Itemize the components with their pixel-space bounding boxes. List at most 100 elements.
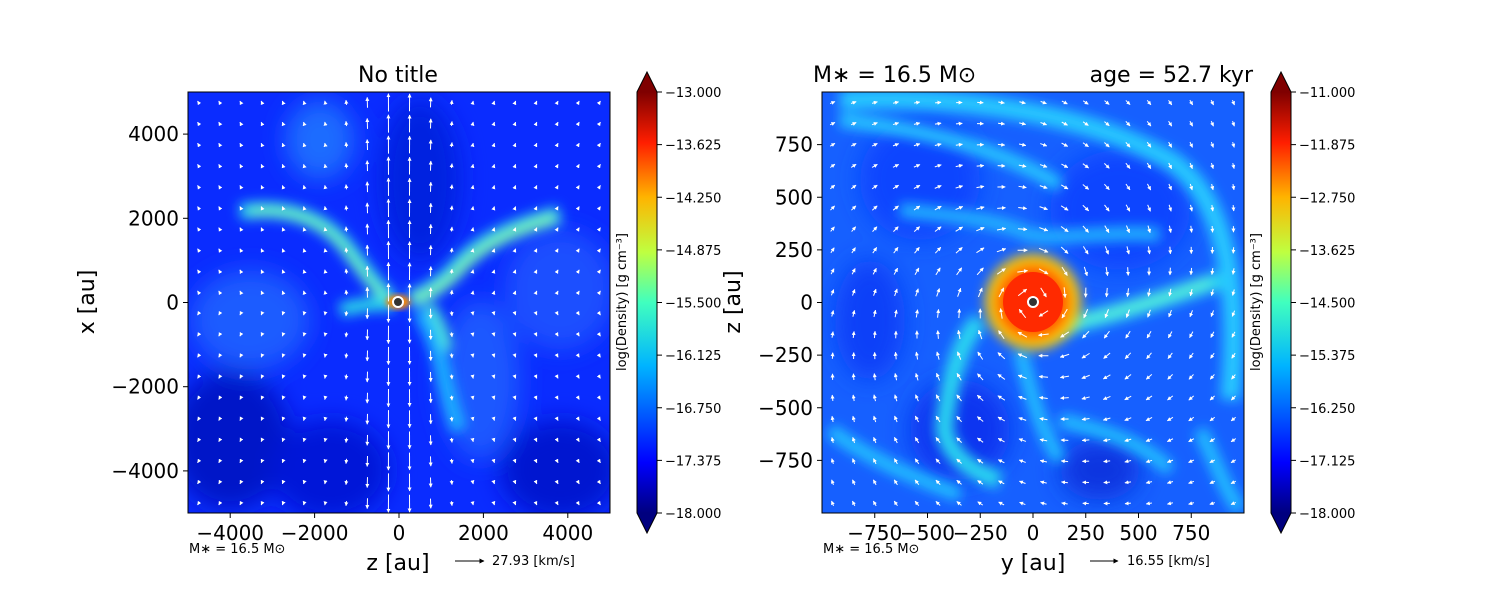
velocity-arrow (533, 206, 538, 211)
velocity-arrow (977, 373, 984, 381)
velocity-arrow (1189, 162, 1193, 170)
velocity-arrow (892, 163, 900, 168)
velocity-arrow (1103, 352, 1111, 359)
right-y-axis-label: z [au] (721, 270, 746, 333)
velocity-arrow (260, 500, 265, 506)
velocity-arrow (491, 163, 496, 169)
velocity-arrow (997, 437, 1005, 443)
velocity-arrow (533, 458, 538, 464)
right-x-axis-label: y [au] (1001, 551, 1066, 576)
velocity-arrow (1146, 99, 1152, 106)
velocity-arrow (239, 100, 244, 106)
velocity-arrow (533, 374, 538, 379)
velocity-arrow (830, 394, 835, 401)
velocity-arrow (302, 353, 307, 358)
velocity-arrow (1188, 501, 1195, 506)
velocity-arrow (554, 227, 559, 232)
velocity-arrow (830, 247, 835, 254)
right-colorbar-tick-label: −18.000 (1299, 507, 1355, 522)
velocity-arrow (852, 458, 856, 465)
velocity-arrow (344, 247, 349, 253)
velocity-arrow (575, 500, 580, 506)
velocity-arrow (1125, 288, 1130, 298)
velocity-arrow (260, 185, 265, 190)
velocity-arrow (575, 206, 580, 211)
velocity-arrow (281, 227, 286, 232)
velocity-arrow (197, 416, 202, 421)
velocity-arrow (491, 416, 496, 421)
velocity-arrow (323, 163, 328, 169)
velocity-arrow (323, 248, 328, 253)
velocity-arrow (892, 121, 900, 126)
velocity-arrow (239, 332, 244, 337)
velocity-arrow (997, 206, 1006, 210)
right-colorbar-extend-min (1271, 513, 1291, 533)
velocity-arrow (554, 458, 559, 464)
velocity-arrow (491, 500, 496, 506)
velocity-arrow (239, 479, 244, 485)
velocity-arrow (512, 269, 517, 274)
velocity-arrow (956, 267, 963, 276)
left-colorbar (636, 70, 658, 535)
velocity-arrow (1081, 417, 1090, 422)
velocity-arrow (998, 287, 1005, 298)
velocity-arrow (197, 332, 202, 337)
velocity-arrow (957, 287, 962, 297)
velocity-arrow (1038, 395, 1048, 400)
velocity-arrow (218, 458, 223, 464)
velocity-arrow (1168, 120, 1173, 127)
velocity-arrow (575, 437, 580, 442)
velocity-arrow (829, 142, 836, 147)
velocity-arrow (449, 374, 454, 380)
right-velocity-arrows (829, 99, 1237, 507)
velocity-arrow (1019, 100, 1026, 105)
velocity-arrow (344, 205, 349, 211)
velocity-arrow (554, 121, 559, 127)
velocity-arrow (1018, 308, 1027, 319)
velocity-arrow (260, 142, 265, 148)
velocity-arrow (491, 290, 496, 295)
velocity-arrow (1209, 395, 1215, 401)
velocity-arrow (449, 184, 454, 190)
velocity-arrow (554, 269, 559, 274)
velocity-arrow (260, 416, 265, 421)
velocity-arrow (260, 395, 265, 400)
velocity-arrow (1125, 141, 1131, 148)
velocity-arrow (260, 332, 265, 337)
velocity-arrow (554, 416, 559, 421)
left-y-tick-label: −2000 (111, 375, 179, 399)
right-density-image (822, 92, 1244, 513)
velocity-arrow (197, 185, 202, 190)
left-title: No title (358, 63, 438, 88)
velocity-arrow (470, 395, 475, 400)
velocity-arrow (1038, 268, 1049, 275)
velocity-arrow (976, 267, 984, 276)
velocity-arrow (997, 416, 1005, 422)
velocity-arrow (1231, 184, 1236, 191)
velocity-arrow (956, 458, 962, 464)
velocity-arrow (512, 142, 517, 148)
velocity-arrow (449, 163, 454, 169)
velocity-arrow (218, 374, 223, 379)
velocity-arrow (1209, 501, 1216, 506)
velocity-arrow (850, 142, 857, 147)
velocity-arrow (1145, 417, 1153, 422)
velocity-arrow (533, 437, 538, 443)
velocity-arrow (218, 248, 223, 253)
velocity-arrow (1168, 309, 1172, 318)
left-y-tick-label: 2000 (128, 206, 179, 230)
velocity-arrow (1061, 100, 1068, 105)
velocity-arrow (1125, 121, 1131, 127)
velocity-arrow (554, 100, 559, 106)
velocity-arrow (1125, 330, 1131, 339)
velocity-arrow (915, 288, 919, 297)
velocity-arrow (872, 288, 877, 296)
velocity-arrow (1146, 141, 1152, 148)
velocity-arrow (977, 351, 984, 360)
velocity-arrow (323, 100, 328, 105)
velocity-arrow (1082, 142, 1089, 148)
velocity-arrow (512, 185, 517, 190)
left-colorbar-label: log(Density) [g cm⁻³] (615, 233, 630, 371)
velocity-arrow (239, 206, 244, 211)
velocity-arrow (1081, 396, 1090, 400)
